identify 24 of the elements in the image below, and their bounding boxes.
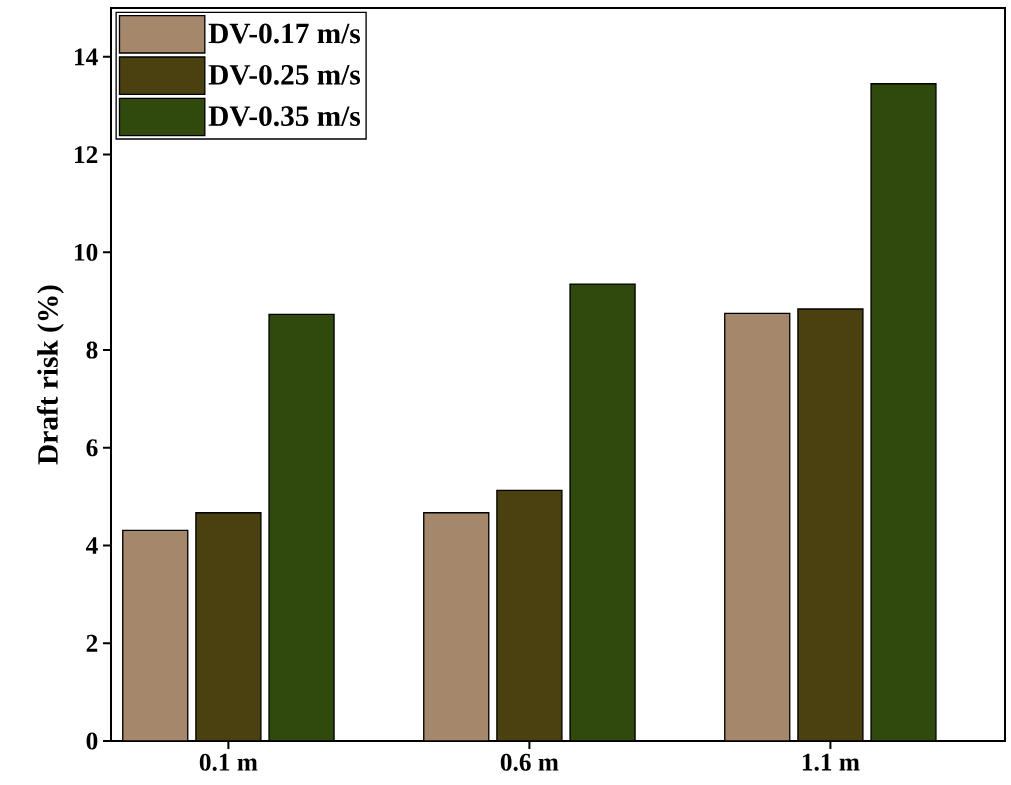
bar: [268, 313, 335, 741]
bar: [195, 512, 262, 741]
bar: [870, 83, 937, 741]
legend-label: DV-0.17 m/s: [208, 23, 361, 44]
bar: [122, 529, 189, 741]
x-tick-label: 0.6 m: [500, 753, 559, 771]
legend-label: DV-0.35 m/s: [208, 106, 361, 127]
legend-label: DV-0.25 m/s: [208, 64, 361, 85]
x-tick-label: 1.1 m: [802, 753, 860, 771]
y-tick-label: 8: [86, 341, 98, 359]
bar: [569, 283, 636, 741]
bar: [797, 308, 864, 741]
y-tick-label: 0: [86, 732, 98, 750]
y-tick-label: 4: [85, 537, 98, 554]
y-tick-label: 2: [86, 634, 98, 652]
y-tick-label: 10: [74, 243, 98, 261]
bar: [724, 312, 791, 741]
bar: [423, 512, 490, 741]
bar: [496, 489, 563, 741]
y-tick-label: 6: [86, 439, 98, 457]
y-tick-label: 14: [74, 48, 98, 66]
y-axis-title: Draft risk (%): [36, 285, 64, 465]
y-tick-label: 12: [74, 146, 98, 163]
x-tick-label: 0.1 m: [199, 753, 258, 771]
